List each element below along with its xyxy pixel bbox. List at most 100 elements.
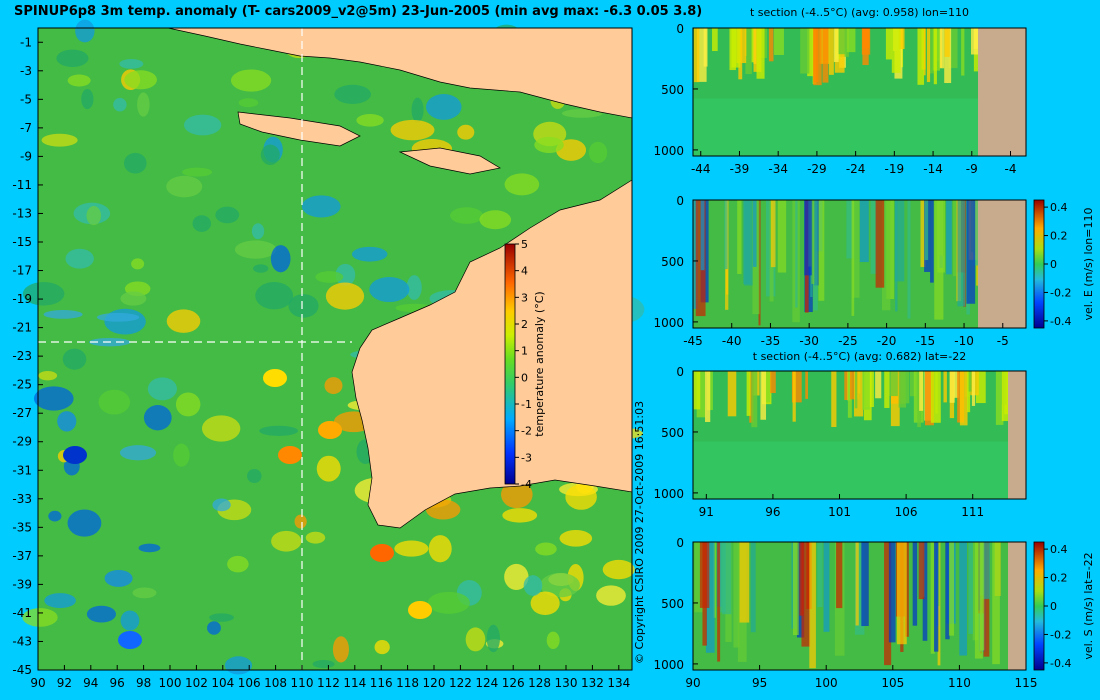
section-frame bbox=[692, 370, 1027, 500]
section-patch bbox=[968, 542, 973, 634]
section-patch bbox=[833, 28, 839, 62]
section-frame bbox=[692, 27, 1027, 157]
anomaly-blob bbox=[227, 555, 249, 573]
anomaly-blob bbox=[175, 392, 201, 417]
section-patch bbox=[846, 200, 855, 259]
section-patch bbox=[966, 371, 971, 413]
anomaly-blob bbox=[104, 569, 133, 587]
section-patch bbox=[929, 28, 934, 74]
map-x-tick-label: 98 bbox=[136, 676, 151, 690]
map-y-tick-label: -11 bbox=[12, 178, 32, 192]
map-y-tick-label: -27 bbox=[12, 406, 32, 420]
section-colorbar-tick-label: 0 bbox=[1050, 600, 1057, 613]
section-colorbar-tick-label: 0 bbox=[1050, 258, 1057, 271]
anomaly-blob bbox=[120, 610, 140, 631]
anomaly-blob bbox=[294, 514, 307, 529]
section-patch bbox=[813, 28, 822, 86]
anomaly-blob bbox=[98, 389, 131, 415]
map-y-tick-label: -3 bbox=[20, 64, 32, 78]
section-title: t section (-4..5°C) (avg: 0.958) lon=110 bbox=[750, 6, 969, 19]
section-patch bbox=[895, 200, 898, 312]
anomaly-blob bbox=[65, 248, 94, 269]
anomaly-blob bbox=[301, 195, 341, 218]
section-land bbox=[978, 28, 1026, 156]
section-patch bbox=[752, 200, 757, 267]
map-x-tick-label: 134 bbox=[607, 676, 630, 690]
map-colorbar-tick-label: -1 bbox=[521, 398, 532, 411]
copyright-text: © Copyright CSIRO 2009 27-Oct-2009 16:51… bbox=[633, 401, 646, 664]
anomaly-blob bbox=[546, 631, 560, 649]
anomaly-blob bbox=[369, 276, 410, 303]
section-colorbar-tick-label: -0.4 bbox=[1050, 315, 1071, 328]
map-y-tick-label: -13 bbox=[12, 206, 32, 220]
anomaly-blob bbox=[534, 136, 564, 153]
section-patch bbox=[884, 371, 890, 408]
anomaly-blob bbox=[316, 455, 341, 482]
section-patch bbox=[705, 371, 711, 422]
map-y-tick-label: -31 bbox=[12, 463, 32, 477]
anomaly-blob bbox=[41, 133, 78, 147]
section-patch bbox=[838, 28, 848, 55]
section-patch bbox=[939, 28, 945, 69]
section-x-tick-label: -34 bbox=[768, 162, 788, 176]
anomaly-blob bbox=[408, 601, 432, 619]
anomaly-blob bbox=[182, 167, 213, 177]
section-patch bbox=[870, 200, 878, 274]
anomaly-blob bbox=[173, 443, 190, 467]
section-patch bbox=[854, 371, 858, 409]
section-patch bbox=[805, 371, 808, 399]
section-patch bbox=[930, 200, 934, 283]
section-x-tick-label: 100 bbox=[815, 676, 838, 690]
section-x-tick-label: -39 bbox=[730, 162, 750, 176]
section-patch bbox=[933, 28, 937, 85]
anomaly-blob bbox=[559, 530, 593, 547]
section-x-tick-label: 105 bbox=[881, 676, 904, 690]
map-x-tick-label: 92 bbox=[57, 676, 72, 690]
section-patch bbox=[948, 542, 954, 636]
section-y-tick-label: 1000 bbox=[653, 144, 684, 158]
anomaly-blob bbox=[486, 624, 500, 653]
section-patch bbox=[983, 542, 990, 657]
map-x-tick-label: 116 bbox=[370, 676, 393, 690]
section-y-tick-label: 500 bbox=[661, 255, 684, 269]
anomaly-blob bbox=[502, 508, 538, 523]
section-patch bbox=[885, 28, 892, 60]
section-patch bbox=[693, 371, 701, 410]
section-x-tick-label: -40 bbox=[722, 334, 742, 348]
map-y-tick-label: -29 bbox=[12, 435, 32, 449]
anomaly-blob bbox=[356, 114, 384, 127]
section-patch bbox=[739, 542, 750, 623]
map-x-axis: 90 92 94 96 98 100 102 104 106 108 110 112 114 116 118… bbox=[30, 665, 630, 690]
anomaly-blob bbox=[238, 98, 259, 108]
anomaly-blob bbox=[81, 89, 94, 110]
anomaly-blob bbox=[215, 206, 240, 224]
section-patch bbox=[859, 200, 869, 263]
section-patch bbox=[800, 28, 810, 74]
section-deep-layer bbox=[693, 441, 1008, 499]
anomaly-blob bbox=[325, 282, 365, 310]
section-patch bbox=[890, 371, 900, 427]
section-patch bbox=[920, 200, 926, 268]
section-patch bbox=[770, 200, 776, 268]
section-patch bbox=[750, 542, 756, 633]
anomaly-blob bbox=[288, 294, 319, 318]
map-y-tick-label: -5 bbox=[20, 92, 32, 106]
anomaly-blob bbox=[561, 109, 603, 118]
land-indonesia bbox=[167, 27, 633, 119]
section-patch bbox=[758, 200, 761, 326]
section-panel-t_section_lat-22: t section (-4..5°C) (avg: 0.682) lat=-22… bbox=[653, 350, 1027, 519]
anomaly-blob bbox=[315, 271, 344, 283]
map-x-tick-label: 108 bbox=[264, 676, 287, 690]
section-patch bbox=[792, 542, 799, 636]
section-colorbar-tick-label: 0.4 bbox=[1050, 201, 1068, 214]
section-patch bbox=[909, 371, 916, 397]
section-colorbar-tick-label: 0.2 bbox=[1050, 230, 1068, 243]
section-patch bbox=[818, 200, 825, 301]
section-patch bbox=[854, 542, 865, 635]
section-patch bbox=[862, 28, 870, 48]
section-patch bbox=[953, 200, 957, 277]
anomaly-blob bbox=[124, 70, 157, 90]
section-x-tick-label: -9 bbox=[966, 162, 978, 176]
map-y-tick-label: -9 bbox=[20, 149, 32, 163]
map-x-tick-label: 100 bbox=[159, 676, 182, 690]
